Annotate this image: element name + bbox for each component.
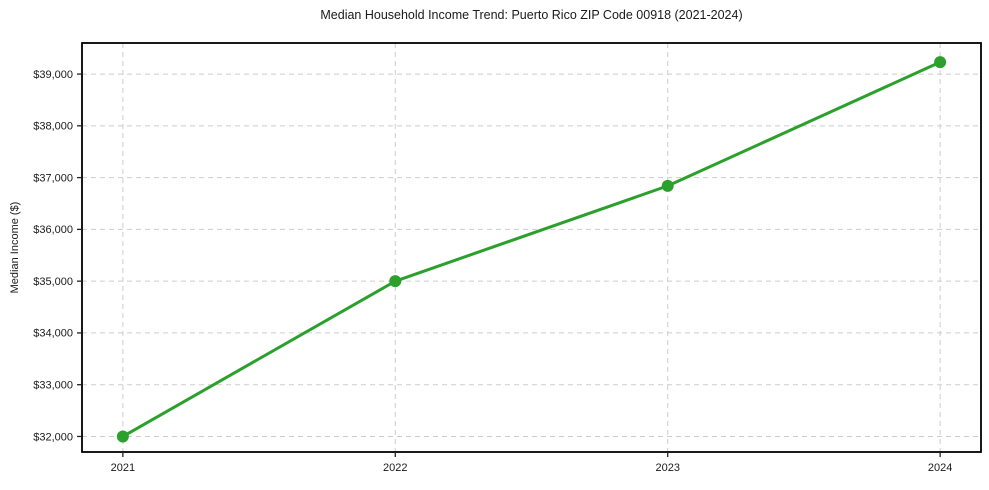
grid-layer	[82, 43, 981, 452]
y-tick-label: $33,000	[33, 379, 73, 391]
y-tick-label: $34,000	[33, 328, 73, 340]
y-tick-label: $35,000	[33, 276, 73, 288]
x-tick-label: 2022	[383, 462, 407, 474]
tick-labels: $32,000 $33,000 $34,000 $35,000 $36,000 $37,0…	[33, 69, 952, 474]
x-tick-label: 2024	[928, 462, 952, 474]
y-tick-label: $39,000	[33, 69, 73, 81]
y-tick-label: $38,000	[33, 121, 73, 133]
data-point-marker	[934, 56, 947, 69]
data-series	[116, 56, 947, 443]
data-point-marker	[661, 179, 674, 192]
y-tick-label: $36,000	[33, 224, 73, 236]
x-tick-label: 2021	[111, 462, 135, 474]
data-point-marker	[389, 275, 402, 288]
y-tick-label: $32,000	[33, 431, 73, 443]
chart-title: Median Household Income Trend: Puerto Ri…	[320, 8, 743, 22]
plot-border	[81, 42, 982, 453]
data-point-marker	[116, 430, 129, 443]
y-axis-label: Median Income ($)	[9, 202, 21, 294]
plot-border-rect	[81, 42, 982, 453]
tick-marks	[77, 73, 941, 457]
income-trend-line	[121, 60, 942, 438]
x-tick-label: 2023	[655, 462, 679, 474]
y-tick-label: $37,000	[33, 172, 73, 184]
